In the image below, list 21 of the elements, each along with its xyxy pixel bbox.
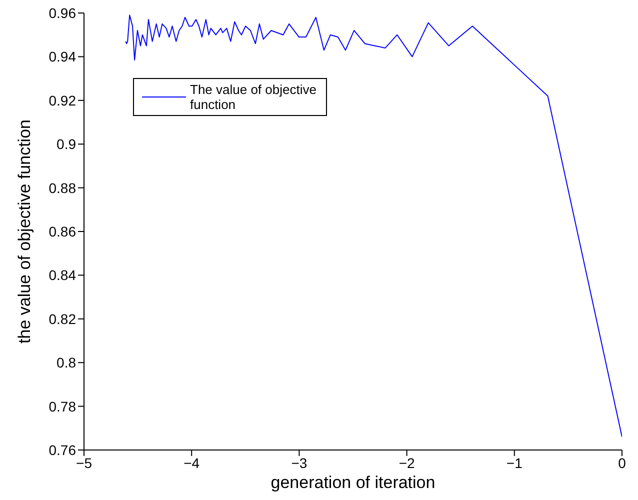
x-tick-label: −2 xyxy=(398,454,415,471)
y-tick-label: 0.96 xyxy=(48,4,76,21)
y-tick-label: 0.76 xyxy=(48,442,76,458)
x-tick-label: −5 xyxy=(76,454,92,471)
x-tick-label: −3 xyxy=(291,454,308,471)
y-tick-label: 0.84 xyxy=(48,267,76,284)
x-tick-label: −1 xyxy=(506,454,523,471)
y-tick-label: 0.8 xyxy=(56,354,76,371)
y-tick-label: 0.82 xyxy=(48,310,76,327)
y-tick-label: 0.9 xyxy=(56,136,76,152)
y-axis-title: the value of objective function xyxy=(15,120,34,344)
line-series xyxy=(125,14,622,438)
y-tick-label: 0.78 xyxy=(48,398,76,414)
y-tick-label: 0.92 xyxy=(48,92,76,108)
x-tick-label: 0 xyxy=(618,454,626,471)
y-tick-label: 0.86 xyxy=(48,223,76,240)
legend-label: The value of objective function xyxy=(190,82,318,112)
x-tick-label: −4 xyxy=(184,454,200,471)
y-tick-label: 0.88 xyxy=(48,180,76,196)
x-axis-title: generation of iteration xyxy=(270,473,436,492)
y-tick-label: 0.94 xyxy=(48,48,76,65)
